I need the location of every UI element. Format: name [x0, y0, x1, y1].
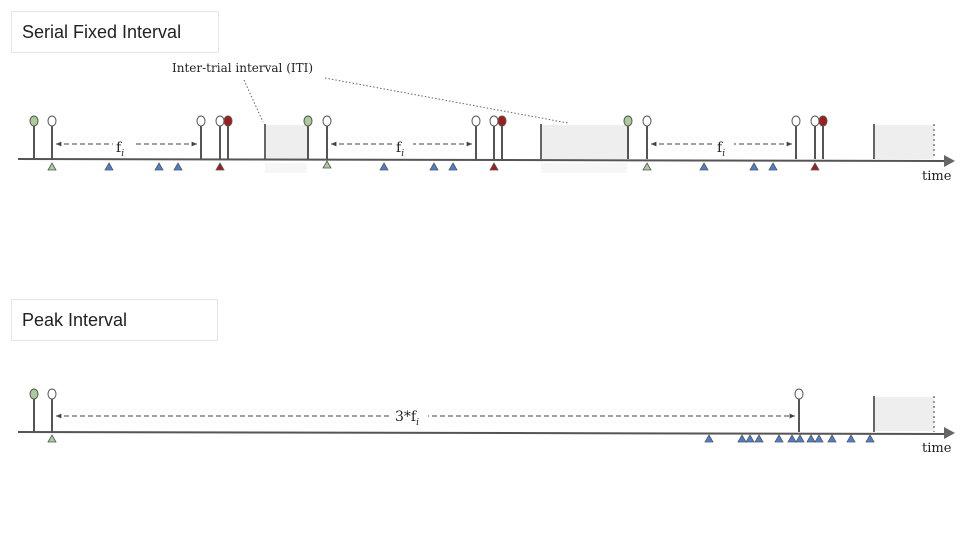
open-marker — [47, 115, 57, 127]
open-marker — [642, 115, 652, 127]
blue-triangle — [154, 162, 164, 171]
blue-triangle — [699, 162, 709, 171]
blue-triangle — [173, 162, 183, 171]
blue-triangle — [448, 162, 458, 171]
time-axis-arrowhead — [944, 155, 955, 167]
open-marker — [196, 115, 206, 127]
blue-triangle — [429, 162, 439, 171]
fi-label: fi — [396, 140, 404, 159]
iti-block — [265, 125, 307, 159]
blue-triangle — [768, 162, 778, 171]
iti-leader-2 — [324, 77, 569, 124]
green-marker — [623, 115, 633, 127]
blue-triangle — [827, 434, 837, 443]
green-marker — [29, 388, 39, 400]
time-label: time — [922, 441, 952, 456]
green-triangle — [47, 434, 57, 443]
blue-triangle — [806, 434, 816, 443]
iti-block — [541, 125, 627, 159]
red-triangle — [810, 162, 820, 171]
time-label: time — [922, 169, 952, 184]
iti-block — [265, 163, 307, 173]
green-triangle — [322, 160, 332, 169]
blue-triangle — [846, 434, 856, 443]
red-triangle — [489, 162, 499, 171]
open-marker — [794, 388, 804, 400]
open-marker — [47, 388, 57, 400]
fi-label: fi — [116, 140, 124, 159]
serial-lollipops — [33, 124, 824, 159]
open-marker — [810, 115, 820, 127]
peak-interval-title: Peak Interval — [11, 299, 218, 341]
blue-triangle — [737, 434, 747, 443]
red-marker — [223, 115, 233, 127]
fi-intervals: fi fi fi — [56, 136, 792, 159]
blue-triangle — [795, 434, 805, 443]
time-axis — [17, 431, 947, 435]
time-axis-arrowhead — [944, 427, 955, 439]
green-marker — [303, 115, 313, 127]
open-marker — [215, 115, 225, 127]
blue-triangle — [749, 162, 759, 171]
blue-triangle — [774, 434, 784, 443]
red-marker — [818, 115, 828, 127]
peak-interval-label: 3*fi — [395, 409, 419, 428]
serial-fixed-interval-title: Serial Fixed Interval — [11, 11, 219, 53]
open-marker — [791, 115, 801, 127]
peak-timeline: time 3*fi — [17, 388, 955, 456]
green-marker — [29, 115, 39, 127]
serial-triangles — [47, 160, 820, 171]
iti-block — [874, 125, 934, 159]
red-marker — [497, 115, 507, 127]
iti-label: Inter-trial interval (ITI) — [172, 61, 313, 75]
iti-block — [541, 163, 627, 173]
green-triangle — [47, 162, 57, 171]
iti-leader-1 — [243, 79, 264, 123]
green-triangle — [642, 162, 652, 171]
red-triangle — [215, 162, 225, 171]
blue-triangle — [745, 434, 755, 443]
blue-triangle — [104, 162, 114, 171]
blue-triangle — [754, 434, 764, 443]
blue-triangle — [865, 434, 875, 443]
blue-triangle — [704, 434, 714, 443]
blue-triangle — [379, 162, 389, 171]
serial-lollipop-heads — [29, 115, 828, 127]
open-marker — [471, 115, 481, 127]
fi-label: fi — [717, 140, 725, 159]
blue-triangle — [814, 434, 824, 443]
serial-timeline: time — [17, 124, 955, 184]
time-axis — [17, 158, 947, 162]
open-marker — [489, 115, 499, 127]
blue-triangle — [787, 434, 797, 443]
open-marker — [322, 115, 332, 127]
iti-block — [874, 397, 934, 431]
